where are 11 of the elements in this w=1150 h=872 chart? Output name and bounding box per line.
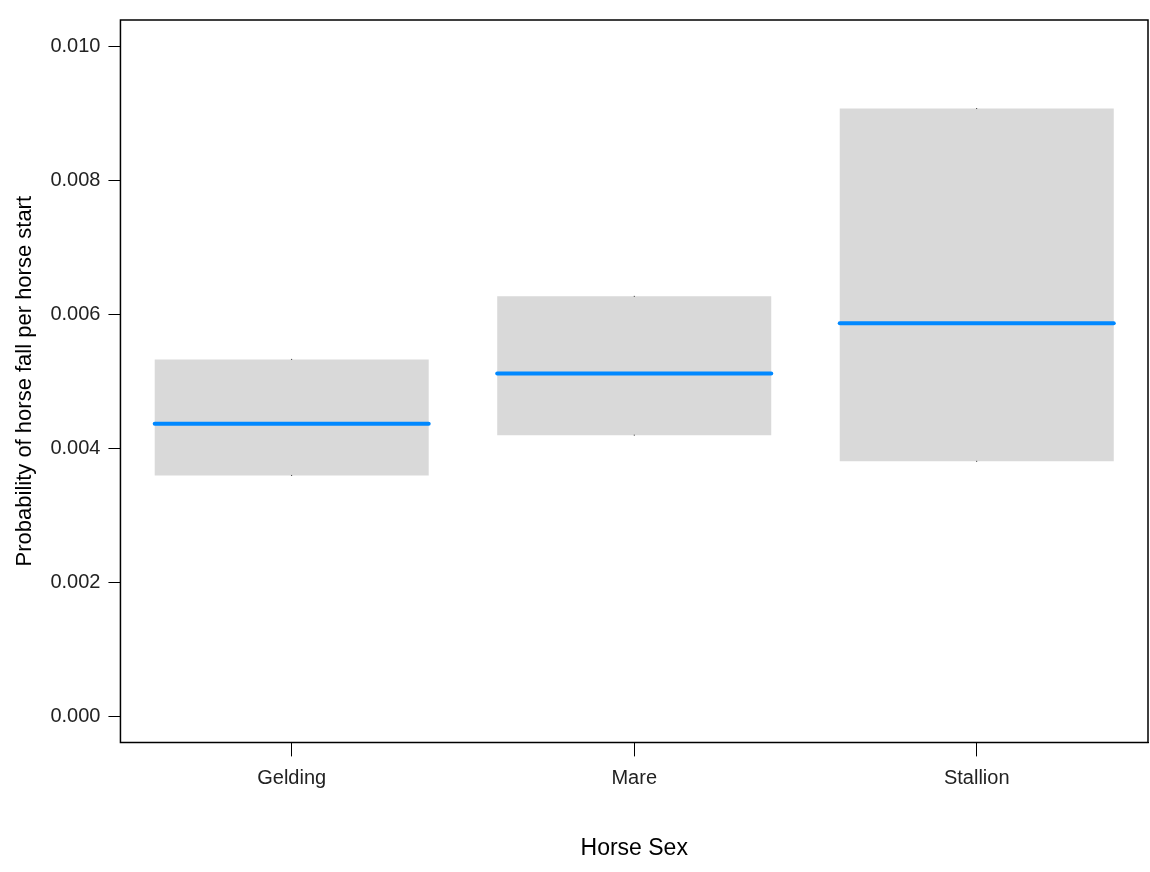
y-tick-label: 0.010 [50,33,101,56]
y-tick-label: 0.002 [50,570,101,593]
y-tick-label: 0.000 [50,704,101,727]
x-tick-label: Stallion [943,765,1010,788]
y-axis-title: Probability of horse fall per horse start [11,195,37,567]
x-tick-label: Gelding [257,765,327,788]
y-tick-label: 0.006 [50,301,101,324]
y-tick-label: 0.008 [50,167,101,190]
y-tick-label: 0.004 [50,436,101,459]
x-axis-title: Horse Sex [580,833,689,860]
x-tick-label: Mare [611,765,658,788]
